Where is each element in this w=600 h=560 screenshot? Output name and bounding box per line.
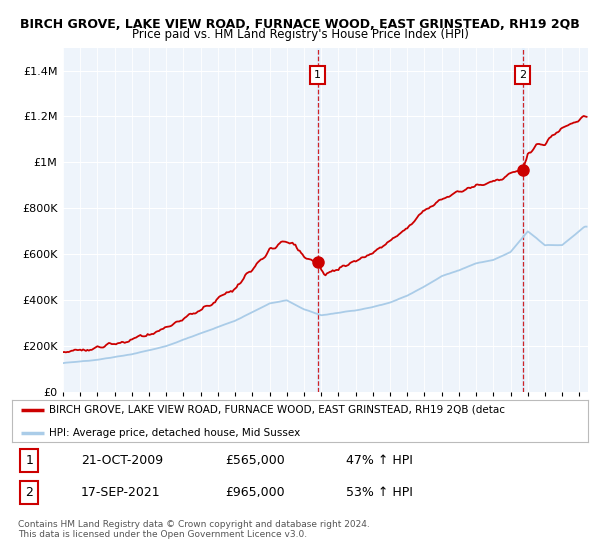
Text: BIRCH GROVE, LAKE VIEW ROAD, FURNACE WOOD, EAST GRINSTEAD, RH19 2QB: BIRCH GROVE, LAKE VIEW ROAD, FURNACE WOO…: [20, 18, 580, 31]
Text: Contains HM Land Registry data © Crown copyright and database right 2024.
This d: Contains HM Land Registry data © Crown c…: [18, 520, 370, 539]
Text: 47% ↑ HPI: 47% ↑ HPI: [346, 454, 413, 467]
Text: 2: 2: [25, 487, 33, 500]
Text: £565,000: £565,000: [225, 454, 285, 467]
Text: 53% ↑ HPI: 53% ↑ HPI: [346, 487, 413, 500]
Text: 1: 1: [314, 70, 321, 80]
Text: 2: 2: [520, 70, 526, 80]
Bar: [317, 48, 319, 392]
Text: Price paid vs. HM Land Registry's House Price Index (HPI): Price paid vs. HM Land Registry's House …: [131, 28, 469, 41]
Text: 21-OCT-2009: 21-OCT-2009: [81, 454, 163, 467]
Text: BIRCH GROVE, LAKE VIEW ROAD, FURNACE WOOD, EAST GRINSTEAD, RH19 2QB (detac: BIRCH GROVE, LAKE VIEW ROAD, FURNACE WOO…: [49, 405, 505, 414]
Text: 1: 1: [25, 454, 33, 467]
Text: HPI: Average price, detached house, Mid Sussex: HPI: Average price, detached house, Mid …: [49, 428, 301, 438]
Text: £965,000: £965,000: [225, 487, 285, 500]
Text: 17-SEP-2021: 17-SEP-2021: [81, 487, 161, 500]
Bar: [522, 48, 524, 392]
